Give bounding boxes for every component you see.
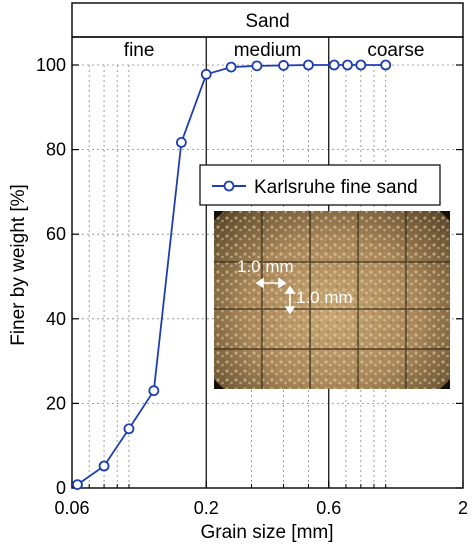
- scale-label-vertical: 1.0 mm: [296, 288, 353, 307]
- x-tick-labels: 0.06 0.2 0.6 2: [54, 498, 468, 518]
- plot-frame: [71, 36, 464, 489]
- data-point: [123, 423, 135, 435]
- data-point: [98, 460, 110, 472]
- sand-photo-inset: 1.0 mm 1.0 mm: [214, 211, 450, 389]
- x-tick-label: 0.6: [316, 498, 341, 518]
- x-tick-label: 0.2: [194, 498, 219, 518]
- y-tick-label: 20: [46, 393, 66, 413]
- y-tick-label: 80: [46, 140, 66, 160]
- sand-band-header: Sand fine medium coarse: [71, 2, 464, 61]
- axis-ticks: [71, 64, 464, 489]
- legend: Karlsruhe fine sand: [199, 164, 441, 206]
- data-point: [303, 59, 314, 71]
- x-tick-label: 0.06: [54, 498, 89, 518]
- data-point: [355, 59, 367, 71]
- x-tick-label: 2: [458, 498, 468, 518]
- y-tick-label: 60: [46, 224, 66, 244]
- y-tick-label: 0: [56, 478, 66, 498]
- legend-entry-karlsruhe: Karlsruhe fine sand: [254, 177, 418, 198]
- data-point: [342, 59, 353, 71]
- band-label-medium: medium: [234, 40, 302, 61]
- y-tick-label: 40: [46, 309, 66, 329]
- y-axis-title: Finer by weight [%]: [8, 184, 29, 346]
- band-label-fine: fine: [124, 40, 155, 61]
- y-tick-label: 100: [36, 55, 66, 75]
- sand-header-box: [71, 2, 464, 38]
- data-point: [200, 68, 212, 80]
- data-point: [328, 59, 340, 71]
- sand-header-label: Sand: [245, 11, 289, 32]
- data-point: [148, 385, 160, 397]
- legend-marker: [223, 180, 235, 192]
- data-point: [72, 479, 83, 491]
- data-point: [251, 60, 263, 72]
- y-tick-labels: 0 20 40 60 80 100: [36, 55, 66, 498]
- series-karlsruhe-fine-sand: [72, 59, 392, 491]
- scale-label-horizontal: 1.0 mm: [237, 257, 294, 276]
- data-point: [175, 137, 187, 148]
- band-label-coarse: coarse: [367, 40, 424, 61]
- x-axis-title: Grain size [mm]: [200, 522, 333, 543]
- data-point: [278, 60, 289, 71]
- data-point: [225, 61, 237, 73]
- data-point: [380, 59, 392, 71]
